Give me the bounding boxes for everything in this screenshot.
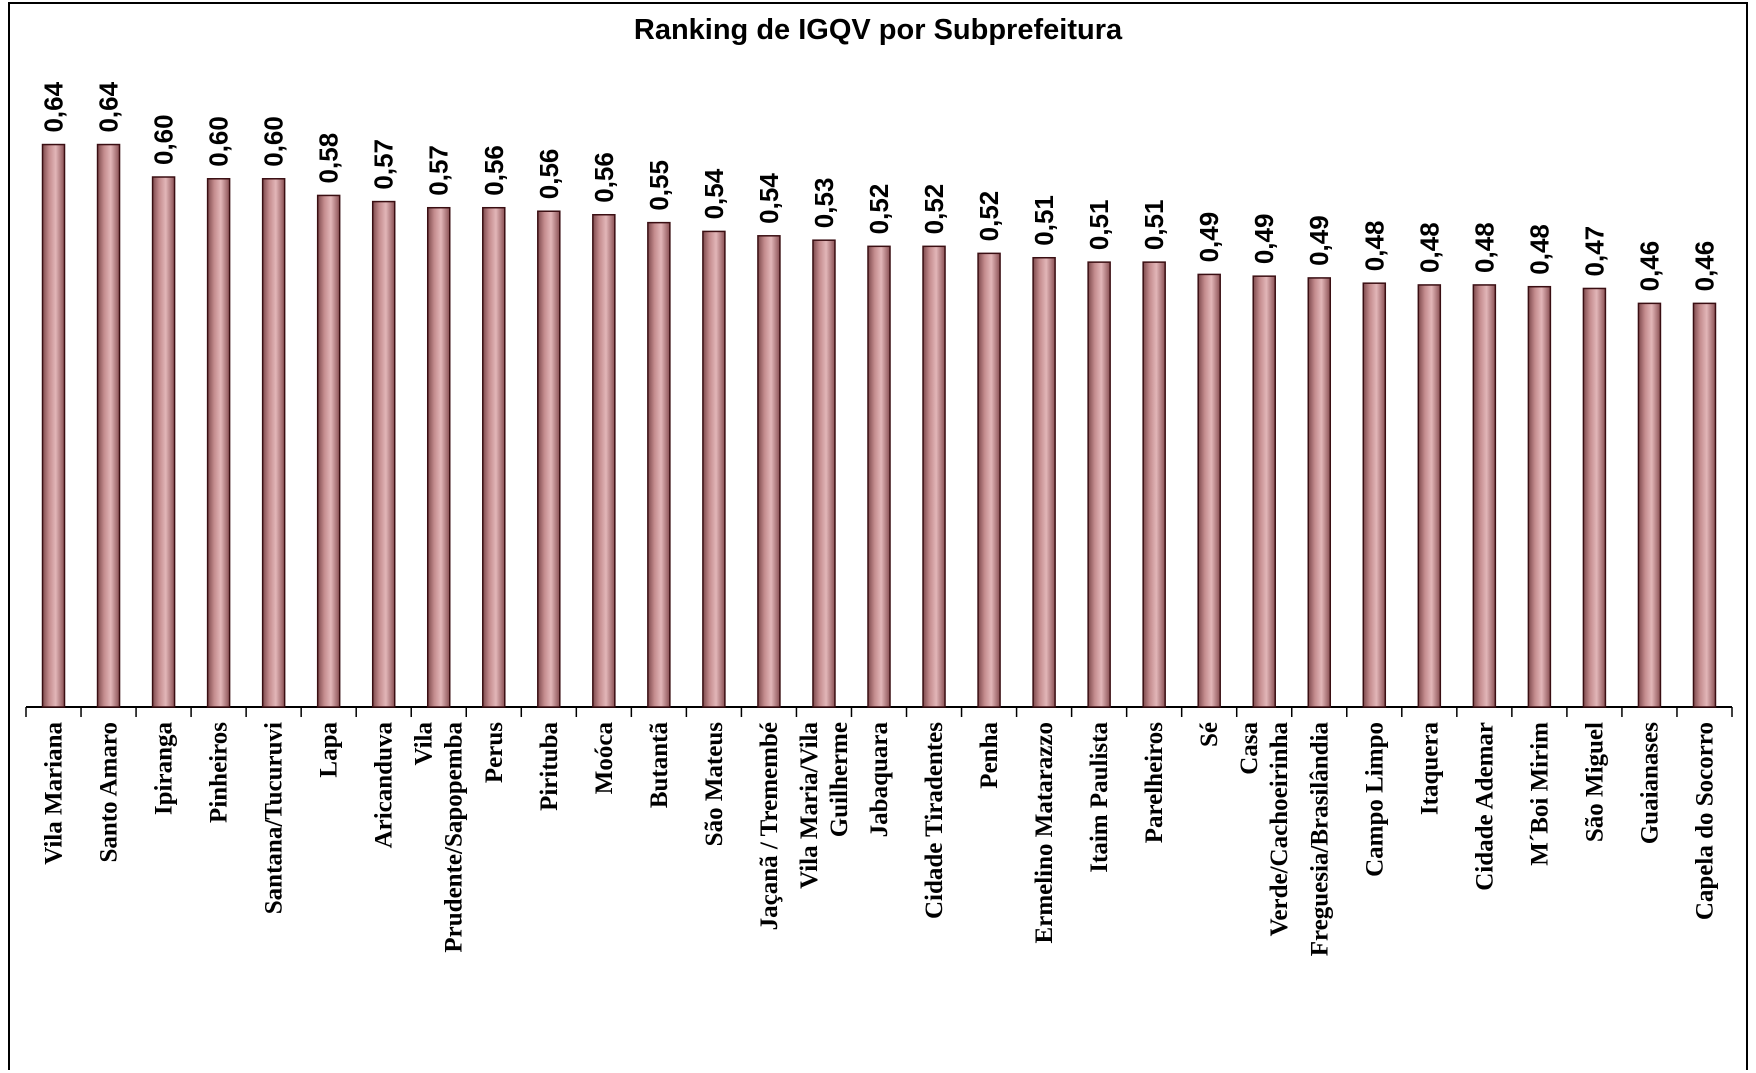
bar <box>1472 284 1497 708</box>
data-label: 0,49 <box>1249 214 1279 265</box>
bar <box>647 221 671 708</box>
data-label: 0,60 <box>204 116 234 167</box>
data-label: 0,51 <box>1084 200 1114 251</box>
bar <box>1252 275 1276 708</box>
category-tick-label: Vila Maria/Vila <box>796 722 823 889</box>
data-label: 0,48 <box>1469 222 1499 273</box>
category-tick-label: Vila <box>411 722 438 766</box>
bar <box>922 245 946 708</box>
data-label: 0,56 <box>534 149 564 200</box>
data-label: 0,54 <box>754 173 784 224</box>
category-tick-label: Pirituba <box>536 722 563 811</box>
bar <box>1637 302 1662 708</box>
data-label: 0,51 <box>1139 200 1169 251</box>
category-tick-label: Cidade Tiradentes <box>921 722 948 919</box>
bar <box>151 176 176 708</box>
category-tick-label: Sé <box>1196 722 1223 747</box>
bar <box>537 210 561 708</box>
bar <box>206 178 231 708</box>
bar <box>1582 287 1607 708</box>
data-label: 0,60 <box>259 116 289 167</box>
category-tick-label: Jaçanã / Tremembé <box>756 722 783 930</box>
category-tick-label: Capela do Socorro <box>1691 722 1718 920</box>
data-label: 0,51 <box>1029 195 1059 246</box>
category-tick-label: Santo Amaro <box>96 722 123 863</box>
category-tick-label: Ipiranga <box>151 722 178 816</box>
data-label: 0,53 <box>809 178 839 229</box>
bar <box>96 143 121 708</box>
data-label: 0,64 <box>94 81 124 132</box>
category-tick-label: Lapa <box>316 722 343 778</box>
data-label: 0,57 <box>424 145 454 196</box>
bar <box>867 245 891 708</box>
category-tick-label: Campo Limpo <box>1361 722 1388 877</box>
category-tick-label: Guaianases <box>1636 722 1663 845</box>
bar <box>41 143 66 708</box>
bar <box>482 206 506 708</box>
data-label: 0,52 <box>864 184 894 235</box>
bar <box>757 235 781 708</box>
bar <box>592 213 616 708</box>
bar <box>977 252 1001 708</box>
data-label: 0,48 <box>1414 222 1444 273</box>
data-label: 0,46 <box>1689 241 1719 292</box>
bar <box>1692 302 1717 708</box>
category-tick-label: Jabaquara <box>866 722 893 838</box>
category-tick-label: Pinheiros <box>206 722 233 823</box>
bar <box>1362 282 1387 708</box>
data-label: 0,57 <box>369 139 399 190</box>
data-label: 0,48 <box>1359 221 1389 272</box>
data-label: 0,49 <box>1194 212 1224 263</box>
category-tick-label: Freguesia/Brasilândia <box>1306 722 1333 957</box>
data-label: 0,64 <box>39 81 69 132</box>
data-label: 0,54 <box>699 168 729 219</box>
bar <box>812 239 836 708</box>
bar <box>1197 273 1221 708</box>
category-tick-label: Aricanduva <box>371 722 398 849</box>
category-tick-label: M´Boi Mirim <box>1526 722 1553 866</box>
data-label: 0,52 <box>974 191 1004 242</box>
bar <box>1032 256 1056 708</box>
category-tick-label: São Miguel <box>1581 722 1608 842</box>
data-label: 0,55 <box>644 160 674 211</box>
chart-title: Ranking de IGQV por Subprefeitura <box>633 14 1123 46</box>
category-tick-label: Butantã <box>646 722 673 809</box>
bar <box>1307 277 1332 708</box>
data-label: 0,56 <box>589 152 619 203</box>
bar <box>316 194 341 708</box>
data-label: 0,56 <box>479 145 509 196</box>
category-tick-label: Perus <box>481 722 508 783</box>
category-tick-label: Casa <box>1236 722 1263 775</box>
category-tick-label: Vila Mariana <box>41 722 68 865</box>
data-label: 0,52 <box>919 184 949 235</box>
data-label: 0,58 <box>314 133 344 184</box>
bar <box>702 230 726 708</box>
bar <box>1527 285 1552 708</box>
category-tick-label: Ermelino Matarazzo <box>1031 722 1058 943</box>
category-tick-label: Prudente/Sapopemba <box>441 722 468 953</box>
data-label: 0,49 <box>1304 215 1334 266</box>
bar <box>1142 261 1166 708</box>
data-label: 0,47 <box>1579 226 1609 277</box>
bar <box>261 178 286 708</box>
category-tick-label: Itaim Paulista <box>1086 722 1113 873</box>
data-label: 0,60 <box>149 114 179 165</box>
category-tick-label: São Mateus <box>701 722 728 847</box>
category-tick-label: Penha <box>976 722 1003 789</box>
data-label: 0,46 <box>1634 241 1664 292</box>
chart-frame <box>8 2 1748 1070</box>
bar <box>371 200 396 708</box>
category-tick-label: Santana/Tucuruvi <box>261 722 288 914</box>
category-tick-label: Guilherme <box>826 722 853 837</box>
data-label: 0,48 <box>1524 224 1554 275</box>
bar <box>1417 284 1442 708</box>
category-tick-label: Moóca <box>591 722 618 795</box>
category-tick-label: Cidade Ademar <box>1471 722 1498 891</box>
category-tick-label: Parelheiros <box>1141 722 1168 844</box>
bar <box>426 206 451 708</box>
bar <box>1087 261 1111 708</box>
category-tick-label: Itaquera <box>1416 722 1443 816</box>
category-tick-label: Verde/Cachoeirinha <box>1266 722 1293 937</box>
